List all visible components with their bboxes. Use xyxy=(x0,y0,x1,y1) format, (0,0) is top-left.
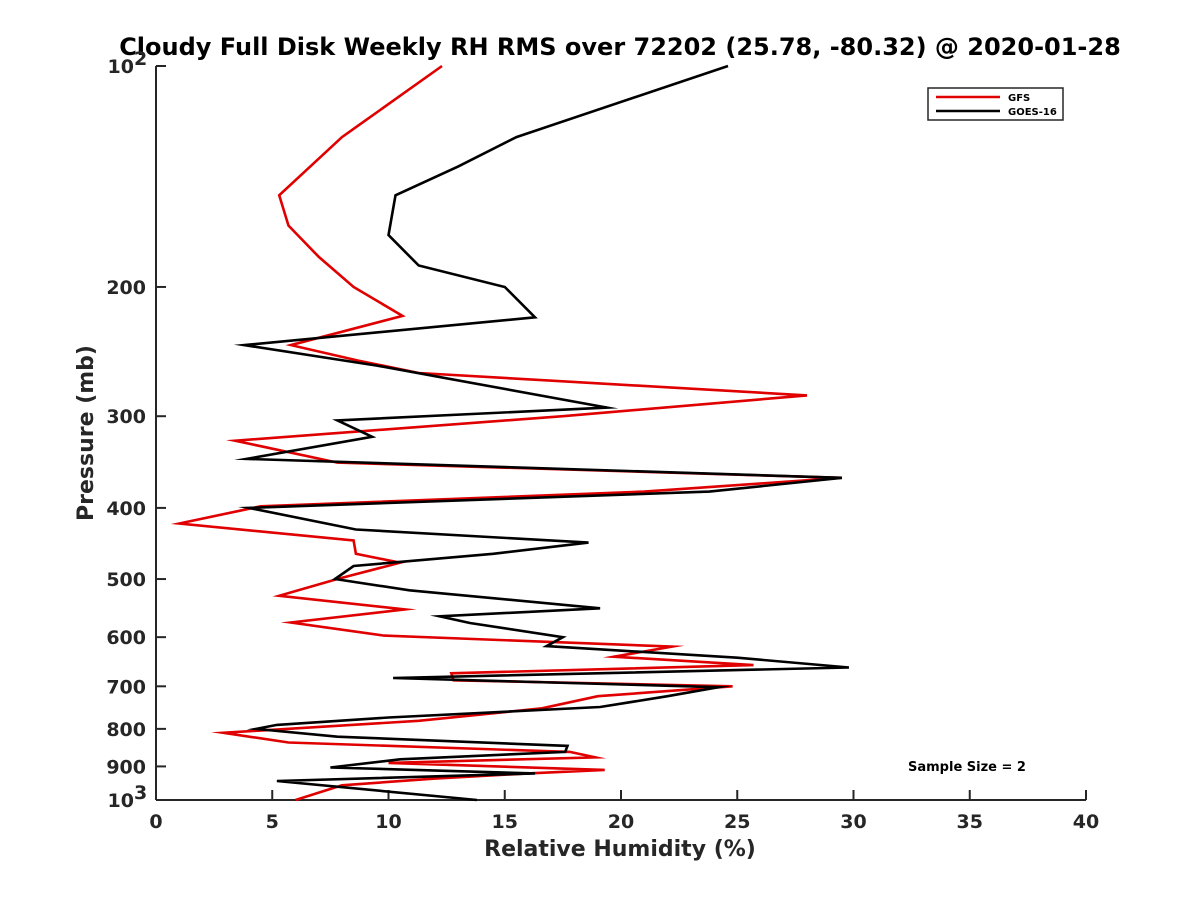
y-tick-label: 700 xyxy=(106,676,146,698)
x-tick-label: 15 xyxy=(492,811,518,833)
x-tick-label: 40 xyxy=(1073,811,1099,833)
y-tick-label: 300 xyxy=(106,406,146,428)
series-layer xyxy=(170,64,850,802)
y-tick-label: 800 xyxy=(106,719,146,741)
y-tick-base: 10 xyxy=(108,790,134,812)
y-tick-base: 10 xyxy=(108,56,134,78)
legend-box xyxy=(927,87,1064,121)
legend: GFS GOES-16 xyxy=(927,87,1064,121)
series-line-gfs xyxy=(170,64,842,802)
y-tick-exponent: 3 xyxy=(134,782,147,804)
y-axis-label: Pressure (mb) xyxy=(74,345,99,521)
x-axis-label: Relative Humidity (%) xyxy=(484,837,756,862)
x-tick-label: 30 xyxy=(840,811,866,833)
x-tick-label: 35 xyxy=(957,811,983,833)
x-tick-label: 0 xyxy=(149,811,162,833)
y-tick-label: 600 xyxy=(106,627,146,649)
sample-size-annotation: Sample Size = 2 xyxy=(908,760,1026,775)
legend-label: GOES-16 xyxy=(1008,107,1057,118)
legend-item: GFS xyxy=(936,93,1030,104)
x-tick-label: 25 xyxy=(724,811,750,833)
y-tick-label: 10 2 xyxy=(108,48,148,78)
x-tick-label: 5 xyxy=(266,811,279,833)
y-tick-label: 500 xyxy=(106,569,146,591)
legend-label: GFS xyxy=(1008,93,1030,104)
x-tick-label: 20 xyxy=(608,811,634,833)
y-tick-label: 900 xyxy=(106,756,146,778)
y-tick-label: 10 3 xyxy=(108,782,148,812)
y-tick-label: 200 xyxy=(106,277,146,299)
y-tick-label: 400 xyxy=(106,498,146,520)
legend-item: GOES-16 xyxy=(936,107,1057,118)
y-tick-exponent: 2 xyxy=(134,48,147,70)
x-tick-label: 10 xyxy=(375,811,401,833)
chart-title: Cloudy Full Disk Weekly RH RMS over 7220… xyxy=(119,33,1121,61)
series-line-goes-16 xyxy=(233,64,850,802)
